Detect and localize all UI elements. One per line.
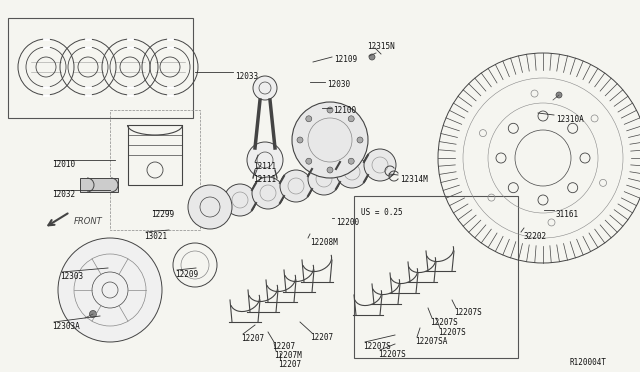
Text: 31161: 31161 (556, 210, 579, 219)
Circle shape (327, 167, 333, 173)
Circle shape (336, 156, 368, 188)
Text: 12207S: 12207S (438, 328, 466, 337)
Circle shape (306, 158, 312, 164)
Circle shape (58, 238, 162, 342)
Text: 12207SA: 12207SA (415, 337, 447, 346)
Text: 12207: 12207 (241, 334, 264, 343)
Circle shape (308, 163, 340, 195)
Text: 12207S: 12207S (363, 342, 391, 351)
Text: 12207: 12207 (278, 360, 301, 369)
Circle shape (252, 177, 284, 209)
Text: 12111: 12111 (253, 175, 276, 184)
Bar (80, 178, 118, 192)
Text: 12200: 12200 (336, 218, 359, 227)
Text: 12010: 12010 (52, 160, 75, 169)
Text: 13021: 13021 (144, 232, 167, 241)
Text: 12303A: 12303A (52, 322, 80, 331)
Text: 12207S: 12207S (454, 308, 482, 317)
Text: 12032: 12032 (52, 190, 75, 199)
Text: 12315N: 12315N (367, 42, 395, 51)
Text: 12310A: 12310A (556, 115, 584, 124)
Text: 12207S: 12207S (430, 318, 458, 327)
Text: US = 0.25: US = 0.25 (361, 208, 403, 217)
Text: 12208M: 12208M (310, 238, 338, 247)
Text: 12207: 12207 (272, 342, 295, 351)
Text: 32202: 32202 (523, 232, 546, 241)
Text: 12299: 12299 (151, 210, 174, 219)
Circle shape (364, 149, 396, 181)
Circle shape (306, 116, 312, 122)
Circle shape (357, 137, 363, 143)
Circle shape (188, 185, 232, 229)
Circle shape (369, 54, 375, 60)
Text: 12033: 12033 (235, 72, 258, 81)
Circle shape (90, 311, 97, 317)
Text: 12314M: 12314M (400, 175, 428, 184)
Text: 12207: 12207 (310, 333, 333, 342)
Text: 12111: 12111 (253, 162, 276, 171)
Text: 12303: 12303 (60, 272, 83, 281)
Text: R120004T: R120004T (570, 358, 607, 367)
Circle shape (327, 107, 333, 113)
Circle shape (224, 184, 256, 216)
Circle shape (253, 76, 277, 100)
Bar (110, 110, 200, 230)
Circle shape (292, 102, 368, 178)
Circle shape (247, 142, 283, 178)
Bar (354, 196, 518, 358)
Text: 12209: 12209 (175, 270, 198, 279)
Circle shape (280, 170, 312, 202)
Text: FRONT: FRONT (74, 218, 103, 227)
Text: 12207S: 12207S (378, 350, 406, 359)
Circle shape (348, 158, 354, 164)
Circle shape (297, 137, 303, 143)
Bar (128, 125, 182, 185)
Text: 12109: 12109 (334, 55, 357, 64)
Circle shape (348, 116, 354, 122)
Text: 12030: 12030 (327, 80, 350, 89)
Bar (8, 18, 193, 118)
Text: 12100: 12100 (333, 106, 356, 115)
Circle shape (556, 92, 562, 98)
Text: 12207M: 12207M (274, 351, 301, 360)
